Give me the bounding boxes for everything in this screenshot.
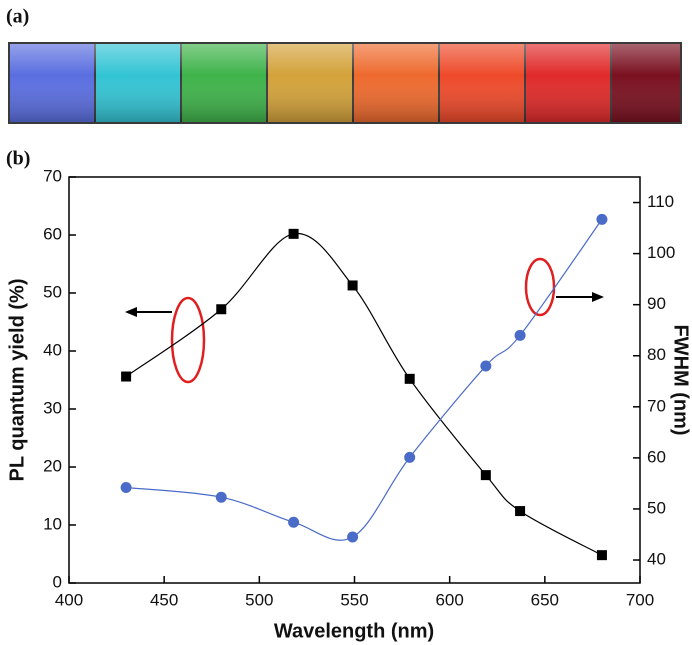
y2-tick-label: 50 bbox=[647, 498, 666, 517]
y-axis-label: PL quantum yield (%) bbox=[6, 279, 28, 482]
panel-label: (a) bbox=[6, 6, 29, 28]
marker bbox=[120, 482, 132, 494]
marker bbox=[514, 329, 526, 341]
marker bbox=[596, 550, 607, 561]
y-tick-label: 10 bbox=[43, 514, 62, 533]
marker bbox=[480, 470, 491, 481]
y-tick-label: 70 bbox=[43, 166, 62, 185]
fit-curve bbox=[125, 233, 603, 556]
x-tick-label: 600 bbox=[435, 590, 463, 609]
y2-tick-label: 80 bbox=[647, 345, 666, 364]
y2-tick-label: 60 bbox=[647, 447, 666, 466]
vial-photo bbox=[8, 42, 682, 124]
marker bbox=[347, 280, 358, 291]
marker bbox=[288, 516, 300, 528]
marker bbox=[480, 360, 492, 372]
marker bbox=[121, 371, 132, 382]
y-tick-label: 20 bbox=[43, 456, 62, 475]
y-tick-label: 30 bbox=[43, 398, 62, 417]
x-tick-label: 650 bbox=[531, 590, 559, 609]
marker bbox=[216, 304, 227, 315]
marker bbox=[404, 373, 415, 384]
x-tick-label: 700 bbox=[626, 590, 654, 609]
y-tick-label: 0 bbox=[53, 572, 62, 591]
y-tick-label: 50 bbox=[43, 282, 62, 301]
y2-tick-label: 90 bbox=[647, 294, 666, 313]
marker bbox=[596, 213, 608, 225]
marker bbox=[347, 531, 359, 543]
marker bbox=[404, 451, 416, 463]
plot-frame bbox=[68, 176, 641, 584]
y2-tick-label: 110 bbox=[647, 192, 674, 211]
y2-tick-label: 40 bbox=[647, 550, 666, 569]
x-tick-label: 450 bbox=[150, 590, 178, 609]
panel-label: (b) bbox=[6, 148, 30, 170]
annotations bbox=[125, 257, 604, 384]
x-tick-label: 550 bbox=[340, 590, 368, 609]
x-tick-label: 400 bbox=[55, 590, 83, 609]
marker bbox=[515, 506, 526, 517]
marker bbox=[288, 228, 299, 239]
y-tick-label: 40 bbox=[43, 340, 62, 359]
x-axis-label: Wavelength (nm) bbox=[274, 620, 434, 642]
y2-tick-label: 70 bbox=[647, 396, 666, 415]
y2-tick-label: 100 bbox=[647, 243, 675, 262]
marker bbox=[215, 491, 227, 503]
y2-axis-label: FWHM (nm) bbox=[670, 324, 692, 435]
y-tick-label: 60 bbox=[43, 224, 62, 243]
x-tick-label: 500 bbox=[245, 590, 273, 609]
